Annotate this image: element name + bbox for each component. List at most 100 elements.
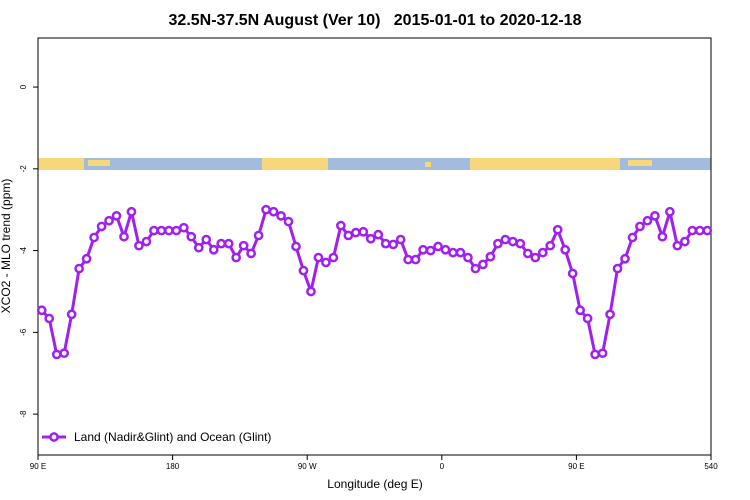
data-point — [522, 248, 533, 259]
data-point — [537, 247, 548, 258]
data-point — [433, 241, 443, 252]
data-point — [96, 221, 107, 232]
data-point — [208, 244, 219, 255]
data-point — [463, 252, 473, 263]
data-point — [560, 244, 571, 255]
data-point — [612, 263, 623, 274]
data-point — [597, 348, 608, 359]
data-point — [313, 252, 324, 263]
y-tick-label: -8 — [19, 410, 28, 418]
x-tick-label: 90 W — [298, 462, 317, 471]
x-tick-label: 90 E — [568, 462, 584, 471]
data-point — [702, 225, 713, 236]
y-tick-label: -4 — [19, 246, 28, 254]
data-point — [358, 226, 369, 237]
data-point — [388, 239, 399, 250]
data-point — [51, 349, 62, 360]
data-point — [321, 257, 331, 268]
y-tick-label: -2 — [19, 165, 28, 173]
data-point — [193, 242, 204, 253]
data-point — [149, 225, 159, 236]
data-point — [672, 240, 683, 251]
data-point — [283, 216, 294, 227]
x-axis-label: Longitude (deg E) — [327, 477, 422, 491]
data-point — [373, 229, 384, 240]
legend-label: Land (Nadir&Glint) and Ocean (Glint) — [74, 430, 271, 444]
data-point — [679, 236, 690, 247]
data-point — [164, 225, 174, 236]
data-point — [410, 254, 421, 265]
data-point — [418, 244, 428, 255]
data-point — [507, 236, 518, 247]
data-point — [582, 313, 593, 324]
legend-marker — [49, 432, 59, 442]
data-point — [246, 248, 256, 259]
land-ocean-strip — [38, 158, 711, 170]
data-point — [44, 313, 55, 324]
data-point — [276, 210, 286, 221]
data-point — [350, 227, 361, 238]
x-tick-label: 540 — [704, 462, 718, 471]
data-point — [694, 225, 705, 236]
y-tick-label: 0 — [19, 84, 28, 89]
data-point — [440, 244, 451, 255]
data-point — [328, 252, 339, 263]
data-point — [171, 225, 182, 236]
data-point — [126, 206, 137, 217]
data-point — [657, 231, 668, 242]
data-point — [141, 236, 152, 247]
y-axis-label: XCO2 - MLO trend (ppm) — [0, 179, 13, 314]
data-point — [156, 225, 167, 236]
data-point — [74, 263, 84, 274]
data-point — [650, 210, 660, 221]
data-point — [253, 230, 264, 241]
land-segment — [88, 160, 110, 166]
series-line — [40, 208, 708, 356]
data-point — [687, 225, 698, 236]
data-point — [306, 286, 316, 297]
data-point — [59, 348, 70, 359]
data-point — [291, 241, 301, 252]
data-point — [298, 265, 309, 276]
chart-title: 32.5N-37.5N August (Ver 10) 2015-01-01 t… — [169, 12, 582, 29]
data-point — [395, 234, 406, 245]
data-point — [500, 234, 511, 245]
land-segment — [38, 158, 84, 170]
data-point — [425, 245, 436, 256]
data-point — [186, 231, 197, 242]
data-point — [178, 222, 189, 233]
data-point — [545, 240, 556, 251]
data-point — [478, 259, 488, 270]
data-point — [642, 215, 653, 226]
data-point — [365, 233, 376, 244]
data-point — [575, 305, 585, 316]
data-point — [455, 247, 466, 258]
data-point — [89, 232, 99, 243]
data-point — [268, 206, 279, 217]
data-point — [343, 230, 354, 241]
data-point — [635, 221, 645, 232]
land-segment — [262, 158, 328, 170]
data-point — [470, 263, 481, 274]
data-point — [485, 251, 496, 262]
data-point — [36, 305, 47, 316]
data-point — [448, 247, 458, 258]
data-point — [66, 309, 77, 320]
data-point — [493, 238, 503, 249]
data-point — [336, 220, 346, 231]
x-tick-label: 180 — [166, 462, 180, 471]
data-point — [403, 254, 413, 265]
data-point — [223, 238, 234, 249]
data-point — [261, 204, 271, 215]
y-tick-label: -6 — [19, 328, 28, 336]
data-point — [201, 234, 212, 245]
x-tick-label: 0 — [440, 462, 445, 471]
data-point — [81, 253, 92, 264]
data-point — [605, 309, 615, 320]
data-point — [380, 238, 391, 249]
x-tick-label: 90 E — [30, 462, 46, 471]
data-point — [590, 349, 600, 360]
data-point — [567, 268, 578, 279]
